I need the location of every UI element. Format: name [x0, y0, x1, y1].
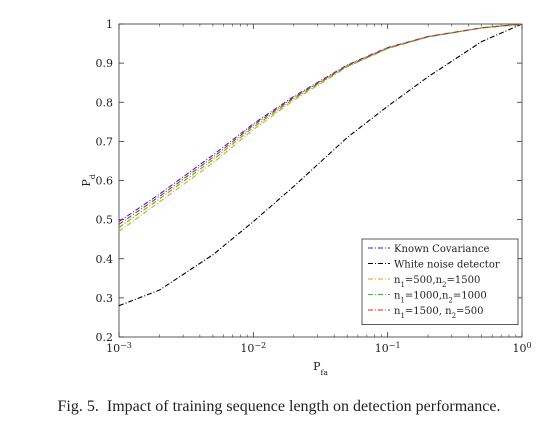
axes-layer: 10−3 10−2 10−1 100 0.2 0.3 0.4 0.5 0.6 0.7 0.8 0.9 1…: [80, 18, 532, 377]
y-axis-label: Pd: [80, 174, 97, 186]
x-tick-label: 10−1: [375, 341, 401, 356]
legend: Known Covariance White noise detector n1=5…: [361, 238, 519, 325]
x-axis-label: Pfa: [313, 360, 328, 377]
caption-text: Impact of training sequence length on de…: [106, 398, 501, 415]
series-line-3: [118, 23, 523, 232]
series-line-5: [118, 23, 523, 225]
y-tick-label: 0.5: [96, 214, 114, 227]
figure-label: Fig. 5.: [57, 398, 99, 415]
y-tick-label: 0.2: [96, 331, 114, 344]
y-tick-label: 0.6: [96, 175, 114, 188]
legend-label-5: n1=1500, n2=500: [394, 306, 484, 320]
series-layer: [118, 23, 523, 307]
y-tick-label: 0.7: [96, 135, 114, 148]
legend-label-4: n1=1000,n2=1000: [394, 291, 487, 305]
y-tick-label: 0.8: [96, 96, 114, 109]
y-tick-label: 0.9: [96, 57, 114, 70]
legend-label-1: Known Covariance: [394, 244, 489, 255]
x-tick-label: 10−3: [106, 341, 132, 356]
roc-chart: 10−3 10−2 10−1 100 0.2 0.3 0.4 0.5 0.6 0.7 0.8 0.9 1…: [80, 18, 532, 377]
x-tick-label: 10−2: [240, 341, 266, 356]
y-tick-label: 0.4: [96, 253, 114, 266]
y-tick-label: 0.3: [96, 292, 114, 305]
x-tick-label: 100: [512, 341, 531, 356]
legend-label-2: White noise detector: [394, 260, 500, 271]
y-tick-label: 1: [106, 18, 113, 31]
series-line-1: [118, 23, 523, 223]
figure-caption: Fig. 5. Impact of training sequence lengt…: [0, 398, 558, 416]
legend-label-3: n1=500,n2=1500: [394, 275, 480, 289]
